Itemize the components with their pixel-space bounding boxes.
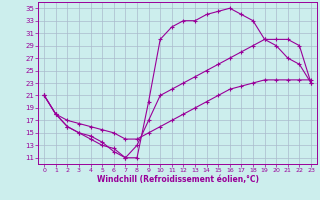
X-axis label: Windchill (Refroidissement éolien,°C): Windchill (Refroidissement éolien,°C) xyxy=(97,175,259,184)
